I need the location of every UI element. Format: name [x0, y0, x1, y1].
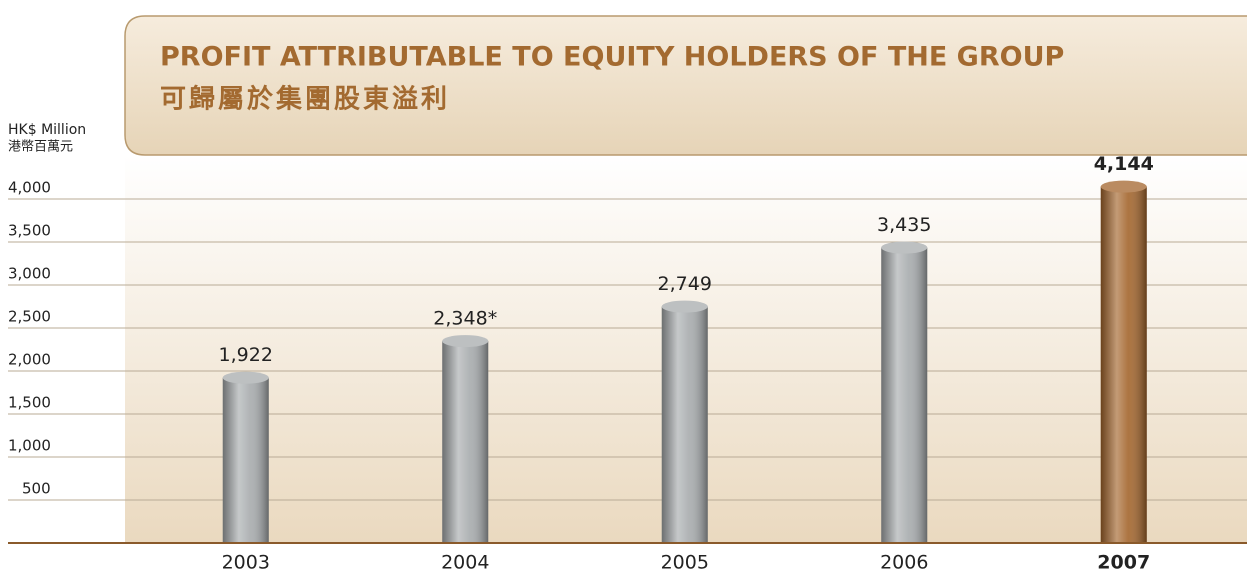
bar-shading: [881, 247, 928, 543]
bar-cap-shine: [661, 300, 708, 313]
x-tick-label: 2005: [661, 552, 709, 574]
x-tick-label: 2007: [1097, 552, 1150, 574]
chart-subtitle: 可歸屬於集團股東溢利: [160, 84, 450, 115]
value-label: 2,749: [658, 273, 712, 295]
y-tick-label: 2,000: [8, 351, 51, 369]
header-box: [124, 15, 1247, 156]
bar-cap-shine: [881, 241, 928, 254]
y-tick-label: 4,000: [8, 179, 51, 197]
y-tick-label: 1,000: [8, 437, 51, 455]
y-tick-label: 2,500: [8, 308, 51, 326]
bar-shading: [1100, 186, 1147, 543]
bar-cap: [222, 371, 269, 384]
value-label: 4,144: [1094, 153, 1154, 175]
value-label: 1,922: [219, 344, 273, 366]
bar-cap-shine: [1100, 180, 1147, 193]
x-tick-label: 2003: [222, 552, 270, 574]
y-tick-label: 1,500: [8, 394, 51, 412]
y-tick-label: 500: [22, 480, 51, 498]
bar-cap: [661, 300, 708, 313]
bar-cap: [881, 241, 928, 254]
bar-cap: [1100, 180, 1147, 193]
y-tick-label: 3,500: [8, 222, 51, 240]
x-tick-label: 2006: [880, 552, 928, 574]
bar-cap-shine: [222, 371, 269, 384]
x-tick-label: 2004: [441, 552, 489, 574]
bar-shading: [442, 341, 489, 543]
bar-shading: [222, 377, 269, 543]
bar-cap: [442, 335, 489, 348]
y-axis-label: HK$ Million: [8, 122, 86, 138]
bar-shading: [661, 306, 708, 543]
y-tick-label: 3,000: [8, 265, 51, 283]
value-label: 3,435: [877, 214, 931, 236]
bar-cap-shine: [442, 335, 489, 348]
chart-title: PROFIT ATTRIBUTABLE TO EQUITY HOLDERS OF…: [160, 42, 1064, 73]
y-axis-label-zh: 港幣百萬元: [8, 140, 73, 155]
value-label: 2,348*: [433, 308, 497, 330]
